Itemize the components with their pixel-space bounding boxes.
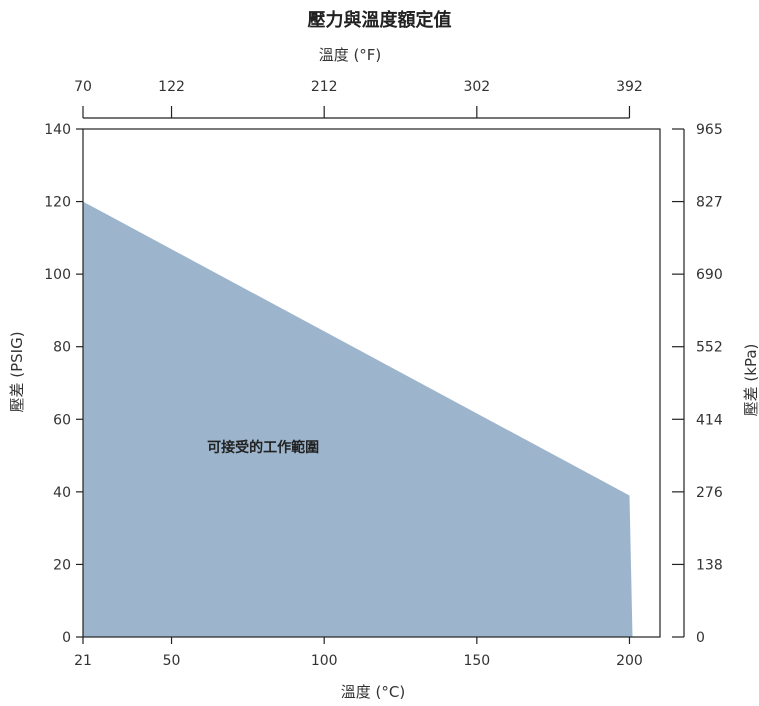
y2-tick-label: 414	[696, 412, 723, 428]
y2-tick-label: 138	[696, 557, 723, 573]
x-tick-label: 200	[616, 653, 643, 669]
x-tick-label: 50	[163, 653, 181, 669]
y-tick-label: 40	[53, 485, 71, 501]
area-layer	[83, 201, 633, 637]
left-axis-title: 壓差 (PSIG)	[8, 331, 26, 412]
y-tick-label: 120	[44, 195, 71, 211]
y-tick-label: 20	[53, 557, 71, 573]
top-axis-title: 溫度 (°F)	[319, 46, 382, 64]
y-tick-label: 100	[44, 267, 71, 283]
area-series-0	[83, 201, 633, 637]
x2-tick-label: 70	[74, 79, 92, 95]
y2-tick-label: 965	[696, 122, 723, 138]
y2-tick-label: 0	[696, 630, 705, 646]
region-annotation: 可接受的工作範圍	[207, 439, 319, 456]
y-tick-label: 60	[53, 412, 71, 428]
annotations: 可接受的工作範圍	[207, 439, 319, 456]
y2-tick-label: 276	[696, 485, 723, 501]
x-tick-label: 100	[311, 653, 338, 669]
plot-frame	[82, 128, 661, 638]
y2-tick-label: 690	[696, 267, 723, 283]
y-tick-label: 0	[62, 630, 71, 646]
x2-tick-label: 392	[616, 79, 643, 95]
x-tick-label: 150	[463, 653, 490, 669]
x2-tick-label: 302	[463, 79, 490, 95]
chart-title: 壓力與溫度額定值	[308, 9, 452, 31]
right-axis-title: 壓差 (kPa)	[742, 344, 759, 417]
bottom-axis-title: 溫度 (°C)	[341, 683, 405, 701]
y-tick-label: 140	[44, 122, 71, 138]
y2-tick-label: 552	[696, 340, 723, 356]
x2-tick-label: 122	[158, 79, 185, 95]
x-tick-label: 21	[74, 653, 92, 669]
x2-tick-label: 212	[311, 79, 338, 95]
plot-border	[82, 128, 661, 638]
y-tick-label: 80	[53, 340, 71, 356]
axes: 21 50 100 150 200 70 122 212 302 392 0 20 40 60 80 100 1…	[44, 79, 723, 669]
y2-tick-label: 827	[696, 195, 723, 211]
